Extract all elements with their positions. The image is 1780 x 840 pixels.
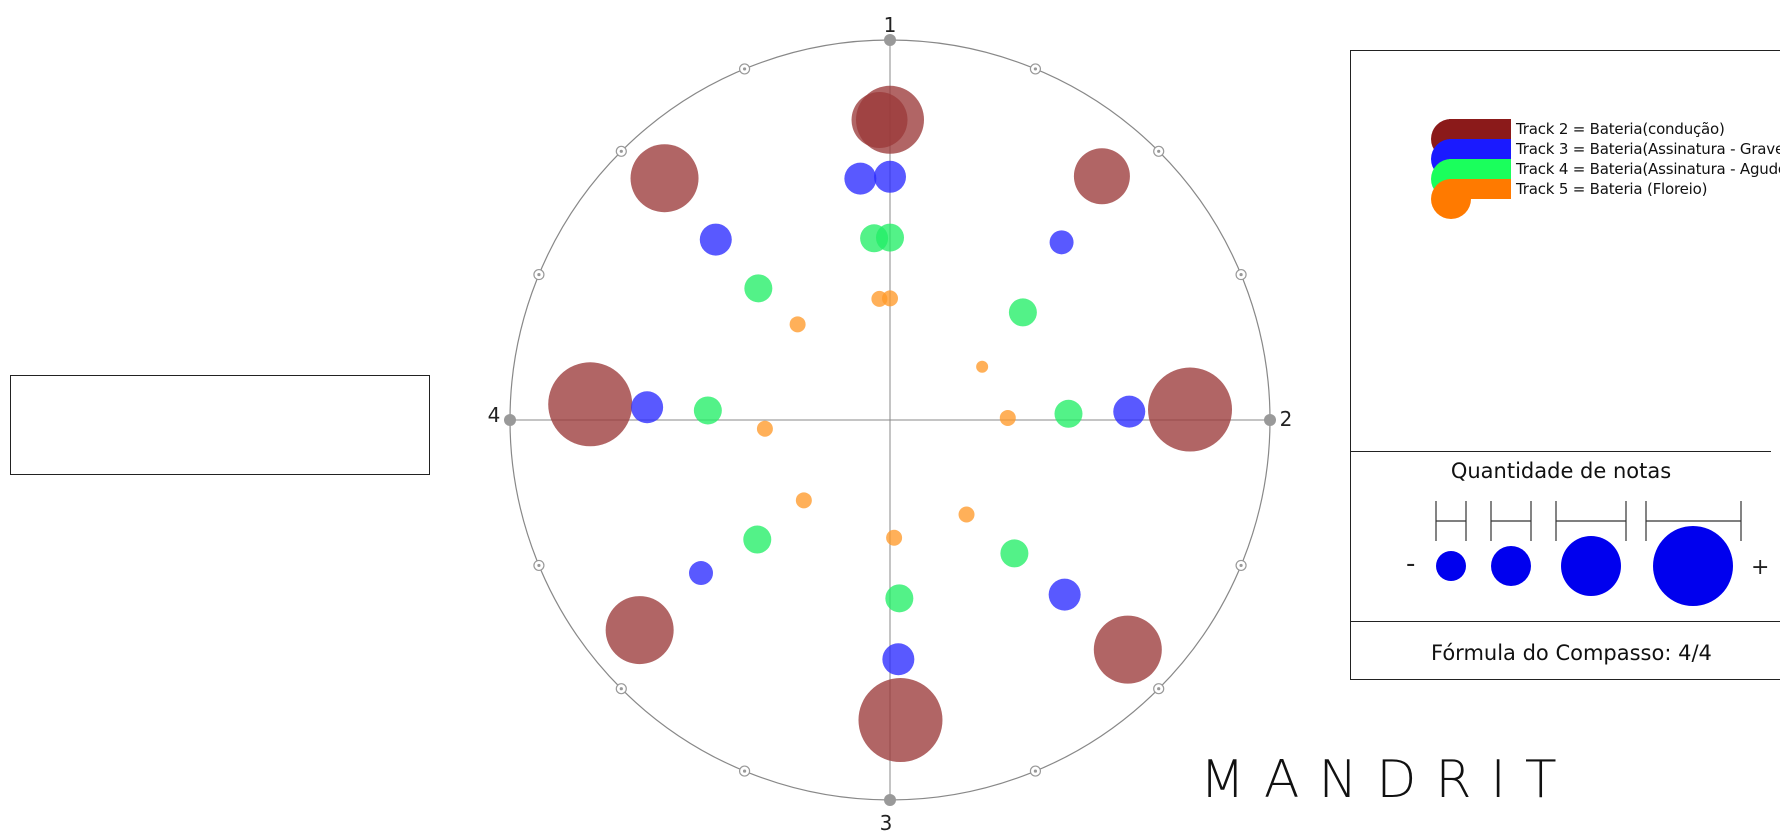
legend-swatch [1431,119,1511,159]
subdivision-marker-dot [1033,769,1038,773]
note-bubble [876,223,904,252]
subdivision-marker-dot [619,687,623,691]
bracket-xlarge [1645,501,1742,541]
note-bubble [1008,298,1037,327]
legend-swatch-dot [1431,179,1471,219]
note-bubble [693,396,722,425]
beat-marker [504,414,516,426]
note-bubble [1113,395,1146,428]
note-bubble [1054,399,1083,428]
size-scale-brackets [1435,501,1742,541]
legend-item: Track 2 = Bateria(condução) [1431,119,1776,159]
legend-label: Track 3 = Bateria(Assinatura - Grave) [1516,140,1780,158]
note-bubble [744,274,773,303]
subdivision-marker-dot [1239,272,1243,277]
subdivision-marker-dot [537,272,541,277]
subdivision-marker-dot [1157,687,1161,691]
note-bubble [885,584,914,613]
note-bubble [605,596,674,665]
empty-info-box [10,375,430,475]
subdivision-marker-dot [742,769,747,773]
note-bubble [958,506,975,523]
note-bubble [1000,539,1029,568]
subdivision-marker-dot [1033,67,1038,71]
note-bubble [789,316,806,333]
scale-plus-sign: + [1751,555,1769,580]
subdivision-marker-dot [1239,563,1243,568]
legend-item: Track 3 = Bateria(Assinatura - Grave) [1431,139,1780,179]
subdivision-marker-dot [1157,149,1161,153]
legend-swatch [1431,159,1511,199]
note-bubble [1048,578,1081,611]
note-bubble [856,85,924,154]
note-bubble [999,409,1016,426]
scale-circle-3 [1561,536,1621,596]
size-scale: - + [1406,501,1769,606]
note-bubble [756,420,773,437]
brand-logo-text: MANDRIT [1200,750,1576,810]
time-signature-label: Fórmula do Compasso: 4/4 [1431,641,1712,665]
bracket-medium [1490,501,1532,541]
panel-divider [1351,451,1771,452]
beat-label: 1 [884,13,897,37]
note-bubble [631,391,664,424]
note-bubble [699,223,732,256]
scale-circle-4 [1653,526,1733,606]
beat-label: 3 [880,811,893,835]
bracket-large [1555,501,1627,541]
note-bubble [795,492,812,509]
note-bubble [874,160,906,193]
note-bubble [844,162,877,195]
note-bubble [630,144,699,213]
note-bubble [858,678,943,763]
subdivision-marker-dot [619,149,623,153]
note-bubble [1148,367,1233,452]
legend-label: Track 5 = Bateria (Floreio) [1516,180,1708,198]
subdivision-marker-dot [742,67,747,71]
legend-item: Track 5 = Bateria (Floreio) [1431,179,1776,219]
note-bubble [743,525,772,554]
beat-marker [884,794,896,806]
panel-divider [1351,621,1780,622]
beat-label: 4 [488,403,501,427]
subdivision-marker-dot [537,563,541,568]
note-bubble [1049,230,1074,255]
note-bubble [976,360,989,373]
note-bubble [882,290,898,307]
scale-circle-2 [1491,546,1531,586]
note-bubble [1073,148,1130,205]
note-bubble [548,362,633,447]
legend-panel: Track 2 = Bateria(condução) Track 3 = Ba… [1350,50,1780,680]
track-legend: Track 2 = Bateria(condução) Track 3 = Ba… [1431,119,1780,219]
beat-marker [884,34,896,46]
note-bubble [886,529,903,546]
beat-marker [1264,414,1276,426]
size-scale-title: Quantidade de notas [1450,459,1672,483]
bracket-small [1435,501,1467,541]
beat-label: 2 [1280,407,1293,431]
note-bubble [1093,615,1162,684]
scale-circle-1 [1436,551,1466,581]
legend-label: Track 2 = Bateria(condução) [1516,120,1725,138]
legend-label: Track 4 = Bateria(Assinatura - Agudo) [1516,160,1780,178]
note-bubble [882,643,915,676]
legend-swatch [1431,139,1511,179]
legend-swatch [1431,179,1511,219]
legend-item: Track 4 = Bateria(Assinatura - Agudo) [1431,159,1780,199]
note-bubble [688,561,713,586]
scale-minus-sign: - [1406,549,1415,579]
